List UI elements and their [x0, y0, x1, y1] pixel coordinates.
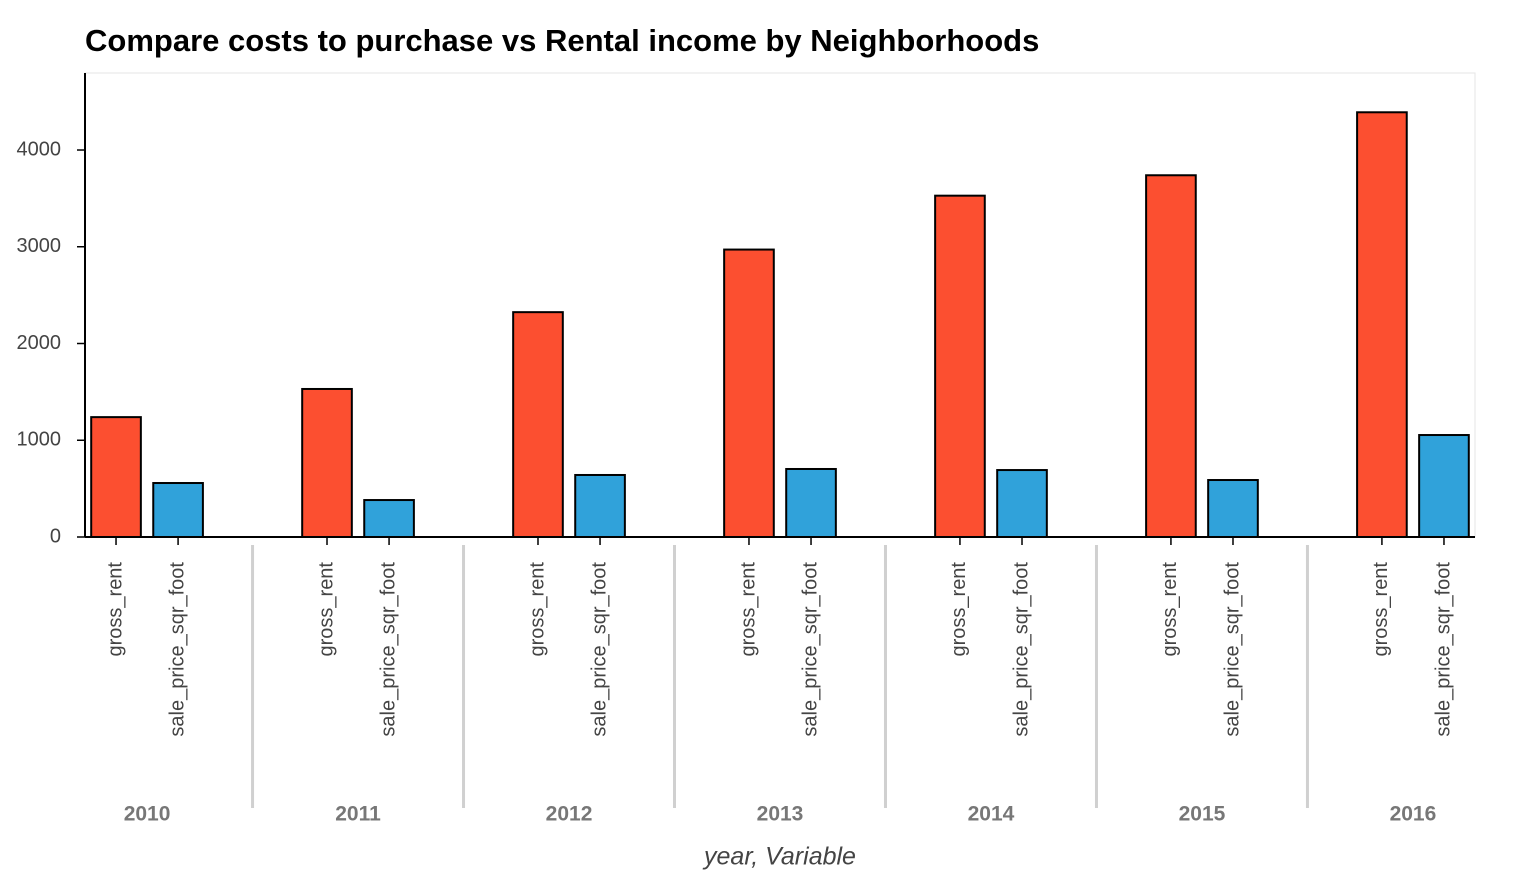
- x-subcategory-label: gross_rent: [315, 562, 337, 657]
- x-category-label: 2011: [335, 803, 381, 826]
- x-subcategory-label: gross_rent: [737, 562, 759, 657]
- y-tick-label: 4000: [17, 138, 62, 160]
- bar: [996, 469, 1048, 538]
- x-subcategory-label: sale_price_sqr_foot: [588, 562, 610, 737]
- x-subcategory-label: gross_rent: [526, 562, 548, 657]
- x-subcategory-label: sale_price_sqr_foot: [1010, 562, 1032, 737]
- x-category-label: 2015: [1179, 803, 1226, 826]
- y-tick-label: 2000: [17, 332, 62, 354]
- bar: [574, 473, 626, 538]
- x-axis-title: year, Variable: [702, 843, 856, 871]
- bar: [363, 499, 415, 539]
- x-subcategory-label: sale_price_sqr_foot: [377, 562, 399, 737]
- bar: [785, 467, 837, 539]
- bar: [152, 482, 204, 539]
- x-category-label: 2010: [124, 803, 171, 826]
- bar: [1418, 434, 1470, 538]
- bar: [723, 248, 775, 538]
- chart-title: Compare costs to purchase vs Rental inco…: [85, 23, 1039, 58]
- y-tick-label: 3000: [17, 235, 62, 257]
- x-subcategory-label: gross_rent: [948, 562, 970, 657]
- x-category-label: 2012: [546, 803, 593, 826]
- x-subcategory-label: sale_price_sqr_foot: [1432, 562, 1454, 737]
- x-subcategory-label: sale_price_sqr_foot: [166, 562, 188, 737]
- plot-area: [84, 72, 1476, 538]
- x-subcategory-label: sale_price_sqr_foot: [1221, 562, 1243, 737]
- x-subcategory-label: gross_rent: [1370, 562, 1392, 657]
- bar: [90, 416, 142, 538]
- x-category-label: 2016: [1390, 803, 1437, 826]
- bar: [1145, 174, 1197, 539]
- x-category-label: 2014: [968, 803, 1015, 826]
- bar: [1207, 479, 1259, 538]
- x-category-label: 2013: [757, 803, 804, 826]
- x-subcategory-label: gross_rent: [1159, 562, 1181, 657]
- bar: [512, 311, 564, 538]
- y-tick-label: 0: [50, 525, 61, 547]
- bar: [934, 194, 986, 538]
- bar: [301, 387, 353, 538]
- x-subcategory-label: gross_rent: [104, 562, 126, 657]
- bar: [1356, 111, 1408, 539]
- y-tick-label: 1000: [17, 429, 62, 451]
- x-subcategory-label: sale_price_sqr_foot: [799, 562, 821, 737]
